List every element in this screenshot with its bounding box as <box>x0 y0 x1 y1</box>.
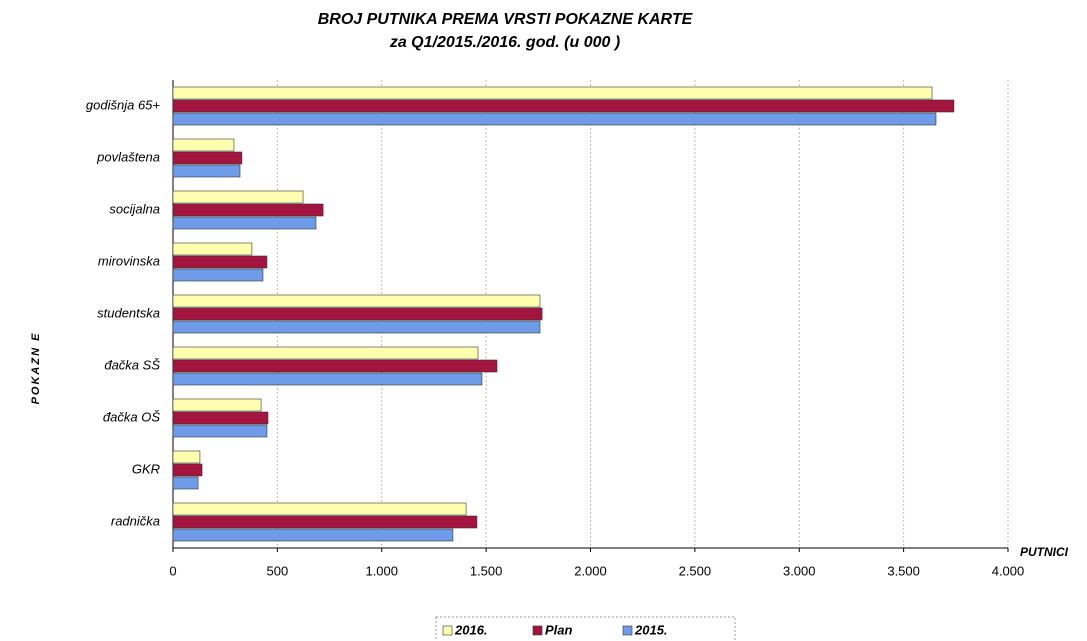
x-tick-label: 3.000 <box>783 563 816 578</box>
bar <box>172 307 543 321</box>
y-tick-label: đačka SŠ <box>104 357 160 372</box>
legend-label: 2016. <box>454 622 488 637</box>
chart-title: BROJ PUTNIKA PREMA VRSTI POKAZNE KARTE <box>318 11 694 28</box>
x-tick-label: 4.000 <box>992 563 1025 578</box>
bar <box>172 216 317 230</box>
y-tick-label: GKR <box>132 461 160 476</box>
y-tick-label: socijalna <box>109 201 160 216</box>
legend-box <box>435 616 736 641</box>
legend-swatch <box>442 625 453 636</box>
x-tick-label: 500 <box>267 563 289 578</box>
y-tick-label: povlaštena <box>96 149 160 164</box>
bar <box>172 411 269 425</box>
bar <box>172 294 541 308</box>
bar <box>172 112 937 126</box>
x-tick-label: 1.500 <box>470 563 503 578</box>
legend-swatch <box>622 625 633 636</box>
y-tick-label: studentska <box>97 305 160 320</box>
bar <box>172 138 235 152</box>
y-axis-label: POKAZN E <box>30 332 42 405</box>
bar <box>172 398 262 412</box>
bar <box>172 99 955 113</box>
bar <box>172 528 454 542</box>
legend-label: Plan <box>545 622 573 637</box>
x-tick-label: 2.000 <box>574 563 607 578</box>
bar <box>172 255 268 269</box>
bar <box>172 151 243 165</box>
bar <box>172 190 304 204</box>
x-tick-label: 0 <box>169 563 176 578</box>
x-tick-label: 2.500 <box>679 563 712 578</box>
y-tick-label: godišnja 65+ <box>86 97 160 112</box>
bar <box>172 515 478 529</box>
bar <box>172 86 933 100</box>
bar <box>172 320 541 334</box>
bar <box>172 242 253 256</box>
bar <box>172 502 467 516</box>
bar <box>172 346 479 360</box>
bar <box>172 164 241 178</box>
legend-swatch <box>532 625 543 636</box>
y-tick-label: radnička <box>111 513 160 528</box>
bar <box>172 424 268 438</box>
y-tick-label: đačka OŠ <box>103 409 160 424</box>
chart-subtitle: za Q1/2015./2016. god. (u 000 ) <box>389 34 620 51</box>
bar <box>172 359 498 373</box>
bar <box>172 476 199 490</box>
x-tick-label: 3.500 <box>887 563 920 578</box>
x-tick-label: 1.000 <box>365 563 398 578</box>
x-axis-label: PUTNICI <box>1020 545 1069 559</box>
bar <box>172 463 203 477</box>
bar <box>172 372 483 386</box>
bar <box>172 268 264 282</box>
y-tick-label: mirovinska <box>98 253 160 268</box>
legend-label: 2015. <box>634 622 668 637</box>
bar <box>172 203 324 217</box>
bar <box>172 450 201 464</box>
